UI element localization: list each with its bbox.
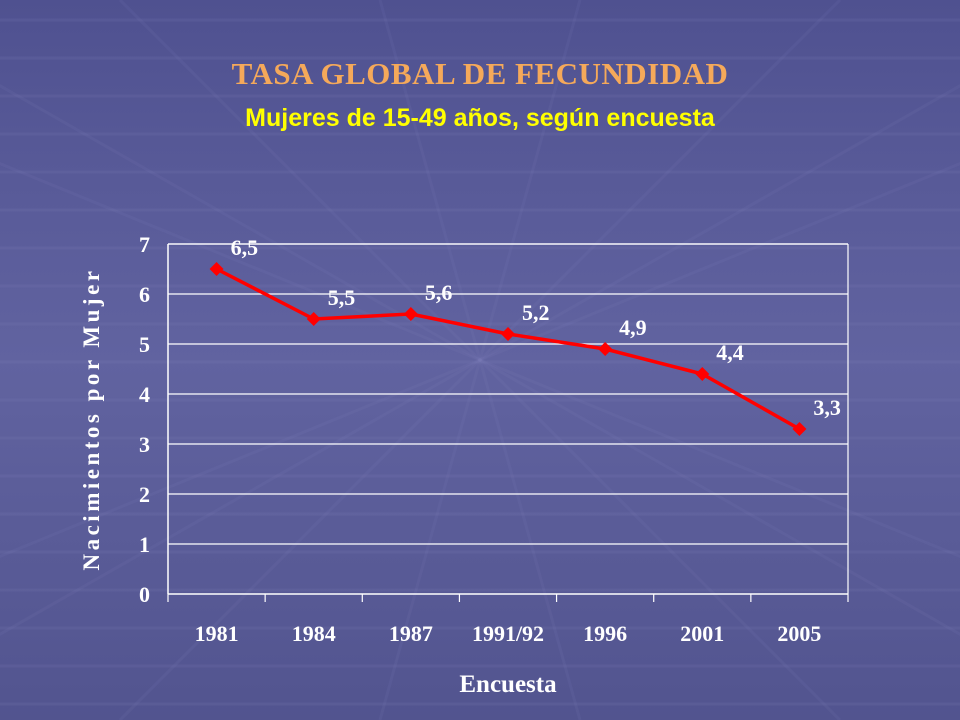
data-label: 4,4 [716,340,744,365]
chart-title: TASA GLOBAL DE FECUNDIDAD [231,56,729,91]
data-label: 4,9 [619,315,647,340]
y-tick-label: 6 [139,282,150,307]
y-tick-label: 2 [139,482,150,507]
x-tick-label: 1981 [195,621,239,646]
chart-subtitle: Mujeres de 15-49 años, según encuesta [245,104,715,132]
x-tick-label: 2001 [680,621,724,646]
x-tick-label: 2005 [777,621,821,646]
data-point-marker [403,307,418,321]
x-tick-label: 1991/92 [472,621,544,646]
x-tick-label: 1987 [389,621,433,646]
data-point-marker [501,327,515,341]
y-tick-label: 4 [139,382,150,407]
data-label: 5,5 [328,285,356,310]
x-tick-label: 1984 [292,621,336,646]
data-point-marker [598,342,613,356]
y-tick-label: 1 [139,532,150,557]
y-axis-title: Nacimientos por Mujer [79,267,104,570]
y-tick-label: 7 [139,232,150,257]
series-line [215,267,801,431]
data-point-marker [695,367,710,381]
y-tick-label: 3 [139,432,150,457]
data-point-marker [792,422,807,436]
x-axis-title: Encuesta [459,671,557,698]
data-label: 5,2 [522,300,550,325]
y-tick-label: 5 [139,332,150,357]
x-tick-label: 1996 [583,621,627,646]
data-label: 5,6 [425,280,453,305]
gridlines [168,243,848,545]
data-point-marker [306,312,321,326]
data-point-marker [209,262,224,276]
data-label: 6,5 [231,235,258,260]
y-tick-label: 0 [139,582,150,607]
data-label: 3,3 [813,395,841,420]
